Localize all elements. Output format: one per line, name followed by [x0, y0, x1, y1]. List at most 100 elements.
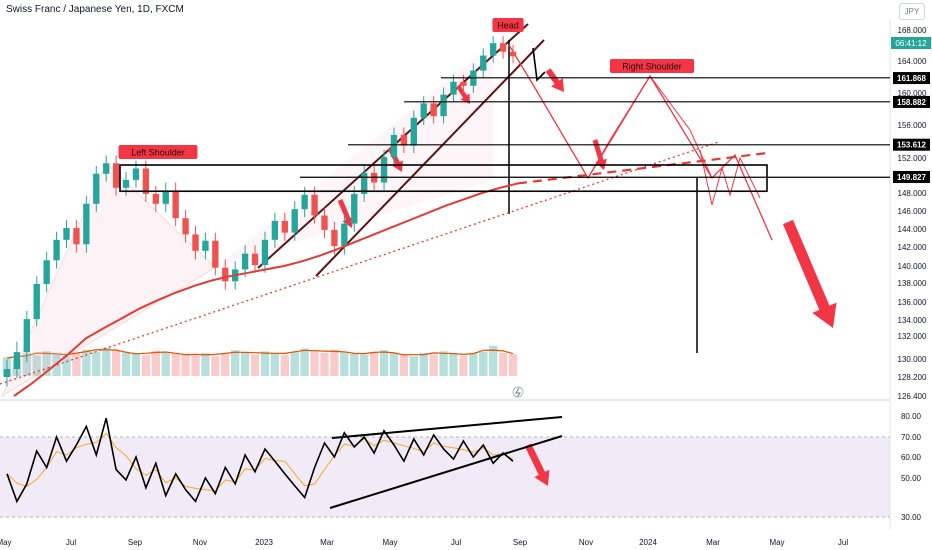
- volume-bar: [310, 350, 319, 376]
- volume-bar: [459, 355, 468, 376]
- price-tick-label: 148.000: [898, 189, 927, 198]
- volume-bar: [389, 353, 399, 376]
- candle: [192, 234, 199, 251]
- volume-bar: [350, 354, 359, 376]
- price-tick-label: 134.000: [898, 316, 927, 325]
- volume-bar: [111, 350, 121, 376]
- volume-bar: [121, 352, 131, 376]
- time-tick-label: Mar: [320, 538, 334, 547]
- candle: [410, 117, 417, 146]
- candle: [93, 173, 100, 204]
- rsi-tick-label: 50.00: [901, 474, 922, 483]
- post-head-arrow: [545, 68, 565, 93]
- candle: [222, 267, 229, 282]
- channel-arrow-2: [337, 199, 354, 228]
- clock-badge: 06:41:12: [891, 37, 931, 49]
- candle: [83, 203, 90, 245]
- volume-bar: [171, 353, 180, 376]
- level-badge-text: 158.882: [897, 98, 926, 107]
- candle: [251, 253, 259, 266]
- zigzag-path: [699, 149, 761, 206]
- candle: [499, 43, 507, 52]
- price-tick-label: 160.000: [898, 89, 927, 98]
- rsi-signal-line: [6, 432, 514, 492]
- time-tick-label: Nov: [579, 538, 593, 547]
- price-tick-label: 168.000: [898, 26, 927, 35]
- candle: [103, 163, 110, 174]
- right-shoulder-label-text: Right Shoulder: [622, 62, 682, 72]
- rsi-tick-label: 30.00: [901, 513, 922, 522]
- time-tick-label: May: [769, 538, 784, 547]
- left-shoulder-label: Left Shoulder: [118, 145, 198, 159]
- head-label: Head: [492, 18, 524, 32]
- volume-bar: [330, 349, 339, 376]
- volume-bar: [508, 354, 518, 376]
- volume-bar: [260, 351, 270, 376]
- volume-bars: [2, 345, 518, 376]
- rsi-tick-label: 70.00: [901, 433, 922, 442]
- rsi-axis: 30.00 50.00 60.00 70.00 80.00: [901, 412, 922, 522]
- time-tick-label: Mar: [706, 538, 720, 547]
- time-tick-label: May: [0, 538, 12, 547]
- candle: [281, 220, 288, 233]
- channel-arrow-1: [387, 146, 403, 172]
- volume-bar: [300, 348, 309, 376]
- volume-bar: [201, 352, 210, 376]
- head-label-text: Head: [497, 21, 519, 31]
- chart-title: Swiss Franc / Japanese Yen, 1D, FXCM: [6, 4, 184, 15]
- candle: [470, 70, 477, 86]
- price-tick-label: 146.000: [898, 207, 927, 216]
- candle: [241, 253, 249, 270]
- time-tick-label: Nov: [193, 538, 207, 547]
- candle: [162, 190, 169, 204]
- right-shoulder-label: Right Shoulder: [609, 59, 695, 73]
- price-tick-label: 138.000: [898, 279, 927, 288]
- volume-bar: [32, 355, 41, 376]
- grid-layer: [0, 20, 891, 530]
- ma-projection-line: [517, 151, 768, 185]
- candle: [311, 194, 318, 216]
- volume-bar: [161, 351, 170, 376]
- volume-bar: [498, 352, 508, 376]
- level-badge-text: 149.827: [897, 173, 926, 182]
- time-tick-label: Jul: [451, 538, 461, 547]
- rsi-line: [6, 417, 514, 504]
- price-tick-label: 130.000: [898, 355, 927, 364]
- candle: [13, 352, 21, 369]
- rsi-lower-trendline: [329, 435, 563, 509]
- volume-bar: [52, 354, 61, 376]
- volume-ma-line: [6, 348, 514, 359]
- candle: [212, 240, 219, 268]
- level-badge: 153.612: [893, 138, 930, 151]
- time-tick-label: Jul: [66, 538, 76, 547]
- channel-lower-line: [315, 39, 545, 277]
- volume-bar: [320, 352, 329, 376]
- candle: [321, 215, 328, 230]
- clock-text: 06:41:12: [895, 39, 927, 48]
- head-down-arrow: [532, 47, 546, 82]
- rsi-upper-trendline: [331, 416, 563, 439]
- volume-bar: [191, 355, 200, 376]
- volume-bar: [231, 350, 240, 376]
- candle: [440, 94, 447, 117]
- volume-bar: [379, 350, 389, 376]
- volume-bar: [280, 355, 289, 376]
- candle: [509, 51, 517, 57]
- volume-bar: [290, 351, 299, 376]
- volume-bar: [340, 351, 349, 376]
- price-tick-label: 152.000: [898, 154, 927, 163]
- rsi-tick-label: 60.00: [901, 453, 922, 462]
- candles: [3, 36, 517, 387]
- volume-bar: [250, 354, 260, 376]
- moving-average-line: [13, 182, 519, 397]
- currency-badge[interactable]: JPY: [899, 3, 925, 20]
- candle: [132, 168, 140, 180]
- volume-bar: [489, 345, 498, 376]
- candle: [301, 194, 308, 210]
- left-shoulder-triangle: [0, 162, 217, 398]
- projection-path: [508, 44, 773, 241]
- lightning-icon: [512, 386, 524, 398]
- candle: [112, 163, 120, 188]
